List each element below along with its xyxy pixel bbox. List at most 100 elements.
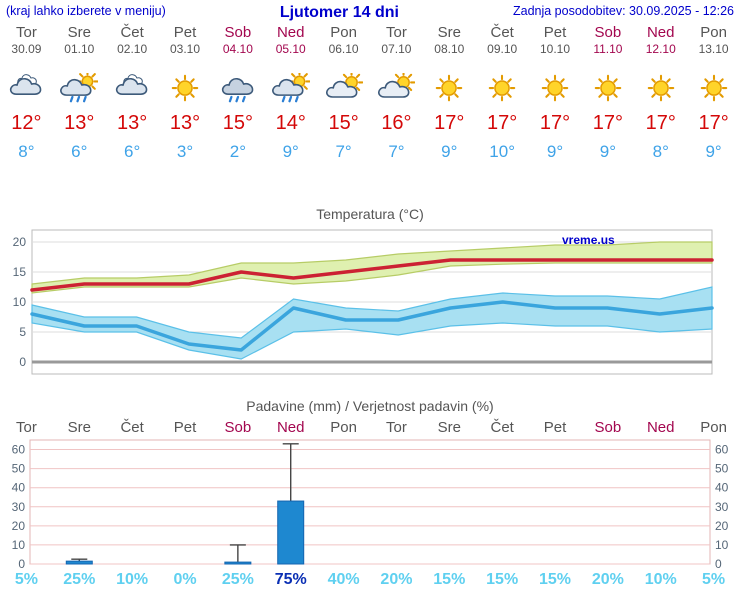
precip-probability: 15% — [539, 571, 572, 588]
day-name: Pon — [700, 24, 727, 41]
precip-day-label: Pet — [173, 419, 197, 436]
svg-text:30: 30 — [12, 500, 26, 514]
svg-text:vreme.us: vreme.us — [562, 233, 615, 247]
weather-sunny-icon — [159, 68, 212, 110]
precip-probability: 20% — [591, 571, 624, 588]
precip-probability: 5% — [702, 571, 726, 588]
day-max-temp: 13° — [117, 112, 148, 134]
precip-day-label: Ned — [646, 419, 675, 436]
precip-day-label: Pet — [543, 419, 567, 436]
svg-text:20: 20 — [13, 235, 27, 249]
day-date: 13.10 — [698, 42, 729, 56]
day-max-temp: 13° — [169, 112, 201, 134]
svg-text:50: 50 — [12, 462, 26, 476]
header-bar: (kraj lahko izberete v meniju) Ljutomer … — [0, 0, 740, 22]
svg-text:15: 15 — [13, 265, 27, 279]
day-max-temp: 17° — [645, 112, 676, 134]
day-min-temp: 2° — [229, 142, 246, 161]
day-max-temp: 17° — [539, 112, 571, 134]
day-column-03.10: Pet 03.10 13° 3° — [159, 24, 212, 162]
precip-probability: 0% — [173, 571, 197, 588]
day-column-09.10: Čet 09.10 17° 10° — [476, 24, 529, 162]
weather-sunny-icon — [423, 68, 476, 110]
day-column-10.10: Pet 10.10 17° 9° — [529, 24, 582, 162]
svg-text:40: 40 — [715, 481, 729, 495]
temperature-chart-title: Temperatura (°C) — [316, 206, 424, 222]
day-name: Ned — [646, 24, 675, 41]
day-name: Pet — [543, 24, 567, 41]
day-min-temp: 9° — [441, 142, 458, 161]
day-column-04.10: Sob 04.10 15° 2° — [211, 24, 264, 162]
precipitation-chart: 0 0 10 10 20 20 30 30 40 40 50 50 60 60 — [12, 439, 729, 570]
precip-day-label: Čet — [120, 419, 144, 436]
day-date: 03.10 — [169, 42, 201, 56]
day-date: 12.10 — [645, 42, 676, 56]
day-min-temp: 6° — [71, 142, 88, 161]
weather-sunny-icon — [581, 68, 634, 110]
day-min-temp: 7° — [335, 142, 352, 161]
day-max-temp: 17° — [487, 112, 518, 134]
precip-day-label: Ned — [276, 419, 305, 436]
svg-text:20: 20 — [715, 519, 729, 533]
day-column-07.10: Tor 07.10 16° 7° — [370, 24, 423, 162]
day-max-temp: 16° — [381, 112, 412, 134]
svg-text:10: 10 — [13, 295, 27, 309]
precip-probability: 25% — [221, 571, 254, 588]
day-name: Pet — [173, 24, 197, 41]
svg-text:10: 10 — [715, 538, 729, 552]
day-date: 08.10 — [434, 42, 465, 56]
precip-probability: 20% — [380, 571, 413, 588]
svg-text:10: 10 — [12, 538, 26, 552]
precipitation-chart-title: Padavine (mm) / Verjetnost padavin (%) — [246, 398, 494, 414]
weather-cloudy-icon — [0, 68, 53, 110]
precip-probability: 10% — [116, 571, 149, 588]
day-min-temp: 8° — [652, 142, 669, 161]
svg-text:5: 5 — [19, 325, 26, 339]
weather-showers-icon — [264, 68, 317, 110]
weather-cloudy-icon — [106, 68, 159, 110]
svg-text:60: 60 — [12, 443, 26, 457]
day-name: Čet — [490, 24, 514, 41]
precip-day-label: Sob — [224, 419, 252, 436]
day-date: 07.10 — [381, 42, 412, 56]
day-column-30.09: Tor 30.09 12° 8° — [0, 24, 53, 162]
day-max-temp: 14° — [275, 112, 306, 134]
weather-rain-icon — [211, 68, 264, 110]
day-name: Sre — [67, 24, 91, 41]
precip-day-label: Tor — [386, 419, 407, 436]
precip-day-label: Sob — [594, 419, 622, 436]
day-column-12.10: Ned 12.10 17° 8° — [634, 24, 687, 162]
svg-text:0: 0 — [18, 557, 25, 570]
day-name: Sob — [594, 24, 622, 41]
day-name: Tor — [386, 24, 407, 41]
last-update: Zadnja posodobitev: 30.09.2025 - 12:26 — [512, 4, 734, 18]
day-date: 05.10 — [275, 42, 306, 56]
precip-probability: 40% — [327, 571, 360, 588]
day-column-08.10: Sre 08.10 17° 9° — [423, 24, 476, 162]
svg-text:40: 40 — [12, 481, 26, 495]
temperature-chart: 0 5 10 15 20 vreme.us — [13, 229, 714, 375]
precipitation-day-labels: Tor Sre Čet Pet Sob Ned Pon Tor Sre Čet Pet Sob Ned P… — [0, 419, 740, 436]
svg-text:0: 0 — [19, 355, 26, 369]
day-min-temp: 8° — [18, 142, 35, 161]
precip-day-label: Pon — [700, 419, 727, 436]
svg-text:60: 60 — [715, 443, 729, 457]
precip-day-label: Pon — [330, 419, 357, 436]
svg-text:0: 0 — [715, 557, 722, 570]
day-date: 10.10 — [540, 42, 571, 56]
weather-sunny-icon — [529, 68, 582, 110]
menu-note[interactable]: (kraj lahko izberete v meniju) — [6, 4, 166, 18]
precip-probability: 25% — [63, 571, 96, 588]
precip-day-label: Čet — [490, 419, 514, 436]
day-column-05.10: Ned 05.10 14° 9° — [264, 24, 317, 162]
day-name: Ned — [276, 24, 305, 41]
precip-probability: 10% — [644, 571, 677, 588]
day-max-temp: 15° — [222, 112, 253, 134]
day-date: 02.10 — [117, 42, 148, 56]
weather-sunny-icon — [476, 68, 529, 110]
day-date: 30.09 — [11, 42, 42, 56]
precip-probability: 15% — [433, 571, 466, 588]
day-columns: Tor 30.09 12° 8° Sre 01.10 13° 6° Čet 02.10 13° 6° P… — [0, 24, 740, 162]
day-name: Sob — [224, 24, 252, 41]
precip-day-label: Sre — [67, 419, 91, 436]
